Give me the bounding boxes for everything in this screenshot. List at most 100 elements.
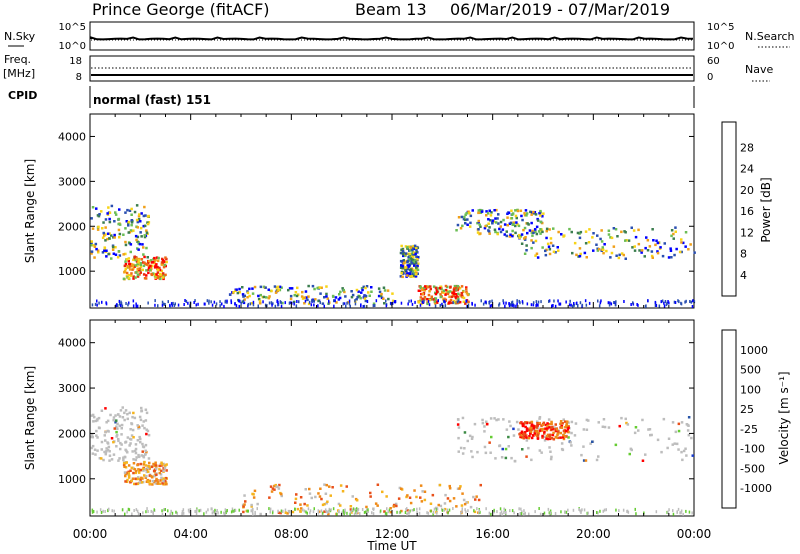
echo-cell: [135, 257, 138, 261]
echo-cell: [517, 428, 520, 431]
echo-cell: [525, 434, 528, 437]
echo-cell: [165, 257, 168, 261]
echo-cell: [155, 263, 158, 266]
echo-cell: [122, 463, 126, 467]
echo-cell: [243, 298, 246, 301]
echo-cell: [477, 209, 480, 212]
ground-scatter-cell: [667, 300, 669, 303]
ground-scatter-cell: [608, 303, 611, 307]
ground-scatter-cell: [203, 512, 205, 516]
echo-cell: [127, 476, 131, 479]
echo-cell: [377, 294, 381, 298]
echo-cell: [523, 432, 526, 436]
echo-cell: [521, 422, 524, 426]
echo-cell: [548, 435, 551, 438]
date-range: 06/Mar/2019 - 07/Mar/2019: [450, 0, 670, 19]
ground-scatter-cell: [147, 301, 149, 305]
ground-scatter-cell: [328, 507, 331, 511]
echo-cell: [530, 436, 534, 440]
ground-scatter-cell: [351, 508, 353, 512]
echo-cell: [624, 239, 627, 242]
echo-cell: [536, 217, 539, 221]
ground-scatter-cell: [353, 512, 356, 516]
echo-cell: [552, 227, 555, 230]
echo-cell: [562, 418, 565, 421]
echo-cell: [90, 240, 93, 243]
echo-cell: [317, 299, 320, 303]
echo-cell: [541, 434, 544, 438]
ground-scatter-cell: [549, 511, 552, 515]
echo-cell: [470, 450, 473, 453]
echo-cell: [501, 447, 504, 451]
echo-cell: [530, 213, 533, 216]
echo-cell: [98, 213, 101, 216]
echo-cell: [693, 251, 696, 254]
ground-scatter-cell: [693, 300, 696, 304]
echo-cell: [95, 247, 98, 251]
echo-cell: [675, 247, 678, 251]
echo-cell: [687, 433, 691, 437]
echo-cell: [400, 270, 404, 274]
echo-cell: [154, 276, 158, 279]
echo-cell: [525, 428, 529, 432]
echo-cell: [523, 226, 527, 230]
echo-cell: [150, 272, 153, 276]
echo-cell: [548, 433, 552, 437]
echo-cell: [553, 426, 556, 429]
echo-cell: [300, 507, 303, 510]
echo-cell: [512, 427, 515, 431]
ground-scatter-cell: [569, 299, 571, 303]
ground-scatter-cell: [217, 511, 219, 515]
echo-cell: [124, 260, 127, 263]
echo-cell: [525, 214, 528, 217]
colorbar-tick-label: 28: [740, 142, 754, 155]
echo-cell: [153, 256, 156, 260]
ground-scatter-cell: [118, 299, 121, 303]
time-tick-label: 00:00: [677, 527, 712, 541]
echo-cell: [469, 505, 473, 509]
echo-cell: [570, 444, 573, 447]
echo-cell: [541, 215, 544, 218]
echo-cell: [142, 224, 145, 228]
echo-cell: [118, 208, 121, 211]
ground-scatter-cell: [167, 509, 169, 513]
ground-scatter-cell: [464, 508, 466, 512]
ground-scatter-cell: [421, 300, 424, 304]
echo-cell: [504, 456, 508, 460]
ground-scatter-cell: [565, 510, 568, 514]
y-tick-label: 4000: [58, 337, 86, 350]
echo-cell: [489, 417, 493, 420]
ground-scatter-cell: [581, 508, 583, 512]
echo-cell: [154, 461, 157, 464]
echo-cell: [115, 433, 119, 437]
echo-cell: [106, 441, 109, 444]
ground-scatter-cell: [386, 507, 388, 511]
echo-cell: [139, 479, 142, 483]
echo-cell: [140, 454, 143, 457]
echo-cell: [540, 429, 543, 432]
ground-scatter-cell: [672, 512, 675, 516]
echo-cell: [137, 261, 140, 264]
ground-scatter-cell: [127, 303, 129, 307]
echo-cell: [159, 473, 163, 476]
echo-cell: [138, 273, 141, 276]
ground-scatter-cell: [692, 299, 694, 303]
echo-cell: [383, 302, 386, 305]
echo-cell: [129, 265, 132, 268]
ground-scatter-cell: [207, 508, 209, 512]
ground-scatter-cell: [452, 507, 454, 510]
echo-cell: [643, 255, 646, 258]
echo-cell: [123, 264, 127, 268]
echo-cell: [460, 285, 464, 288]
ground-scatter-cell: [548, 511, 551, 515]
echo-cell: [483, 430, 486, 433]
echo-cell: [578, 247, 582, 250]
echo-cell: [102, 231, 105, 235]
echo-cell: [93, 245, 97, 248]
echo-cell: [486, 422, 489, 426]
echo-cell: [479, 483, 482, 487]
echo-cell: [378, 290, 382, 294]
echo-cell: [370, 290, 373, 293]
echo-cell: [480, 210, 484, 213]
